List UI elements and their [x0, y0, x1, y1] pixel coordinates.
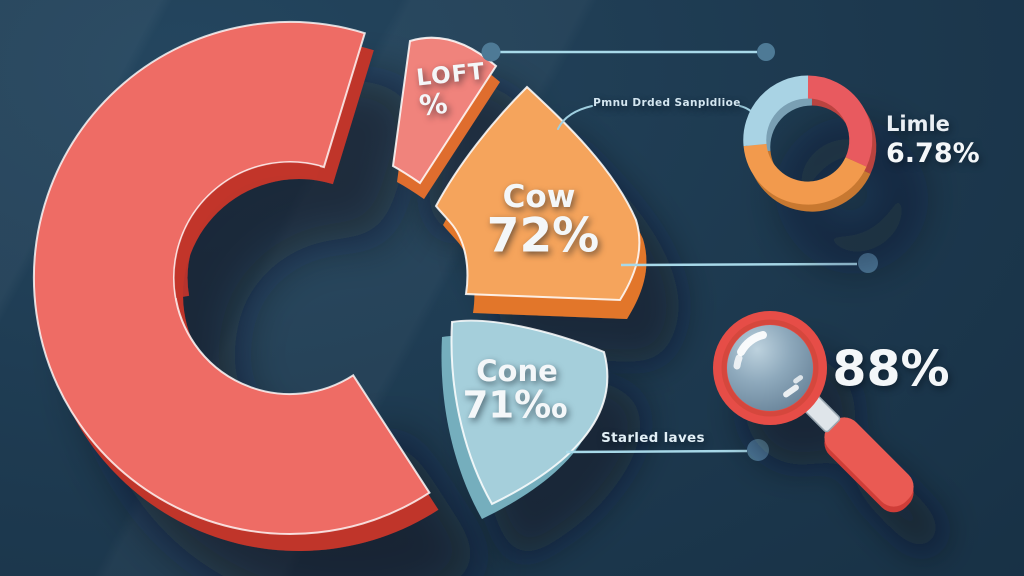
cow-label-text: Cow [502, 179, 576, 215]
loft-wedge [391, 36, 500, 199]
mini-donut-orange-segment [743, 143, 867, 205]
mini-donut-value-text: 6.78% [886, 138, 980, 170]
magnifier-lens-streak-1 [783, 384, 799, 398]
mini-donut-chart [743, 75, 877, 212]
magnifier-lens-streak-2 [793, 375, 804, 384]
cone-wedge-top-face [450, 319, 609, 506]
cone-label-text: Cone [476, 354, 558, 388]
mini-donut-label-text: Limle [886, 112, 950, 136]
callout-lines [481, 42, 878, 461]
magnifier-lens [727, 325, 813, 411]
cow-wedge [434, 85, 647, 319]
callout-bottom-line [565, 449, 748, 454]
mini-donut-caption: Limle 6.78% [886, 111, 980, 171]
callout-top-dot-left [481, 42, 501, 62]
callout-bottom-label: Starled laves [601, 430, 705, 446]
magnifier-lens-highlight-arc [737, 331, 767, 356]
cow-value-text: 72% [486, 208, 600, 264]
callout-top-dot-right [757, 43, 775, 61]
callout-top-swoosh-left [557, 105, 593, 130]
main-donut-inner-wall [174, 162, 320, 299]
loft-segment-label: LOFT % [415, 59, 489, 123]
callout-mid-line [620, 262, 858, 267]
callout-mid-dot [858, 253, 878, 273]
main-donut-top-face [32, 21, 431, 536]
magnifier-lens-highlight-arc-small [733, 354, 743, 370]
cow-wedge-top-face [434, 85, 641, 302]
stat-88-value-text: 88% [832, 340, 950, 398]
cone-wedge [441, 319, 609, 519]
loft-wedge-top-face [391, 36, 498, 185]
callout-bottom-dot [747, 439, 769, 461]
mini-donut-blue-segment [743, 75, 809, 147]
mini-donut-red-segment [807, 75, 873, 167]
magnifier-icon [713, 311, 914, 513]
main-donut-red-segment [32, 21, 439, 552]
magnifier-rim-inner-shade [721, 319, 819, 417]
cone-value-text: 71‰ [462, 383, 568, 427]
callout-top-label: Pmnu Drded Sanpldlioe [593, 97, 741, 109]
magnifier-handle [824, 417, 914, 507]
